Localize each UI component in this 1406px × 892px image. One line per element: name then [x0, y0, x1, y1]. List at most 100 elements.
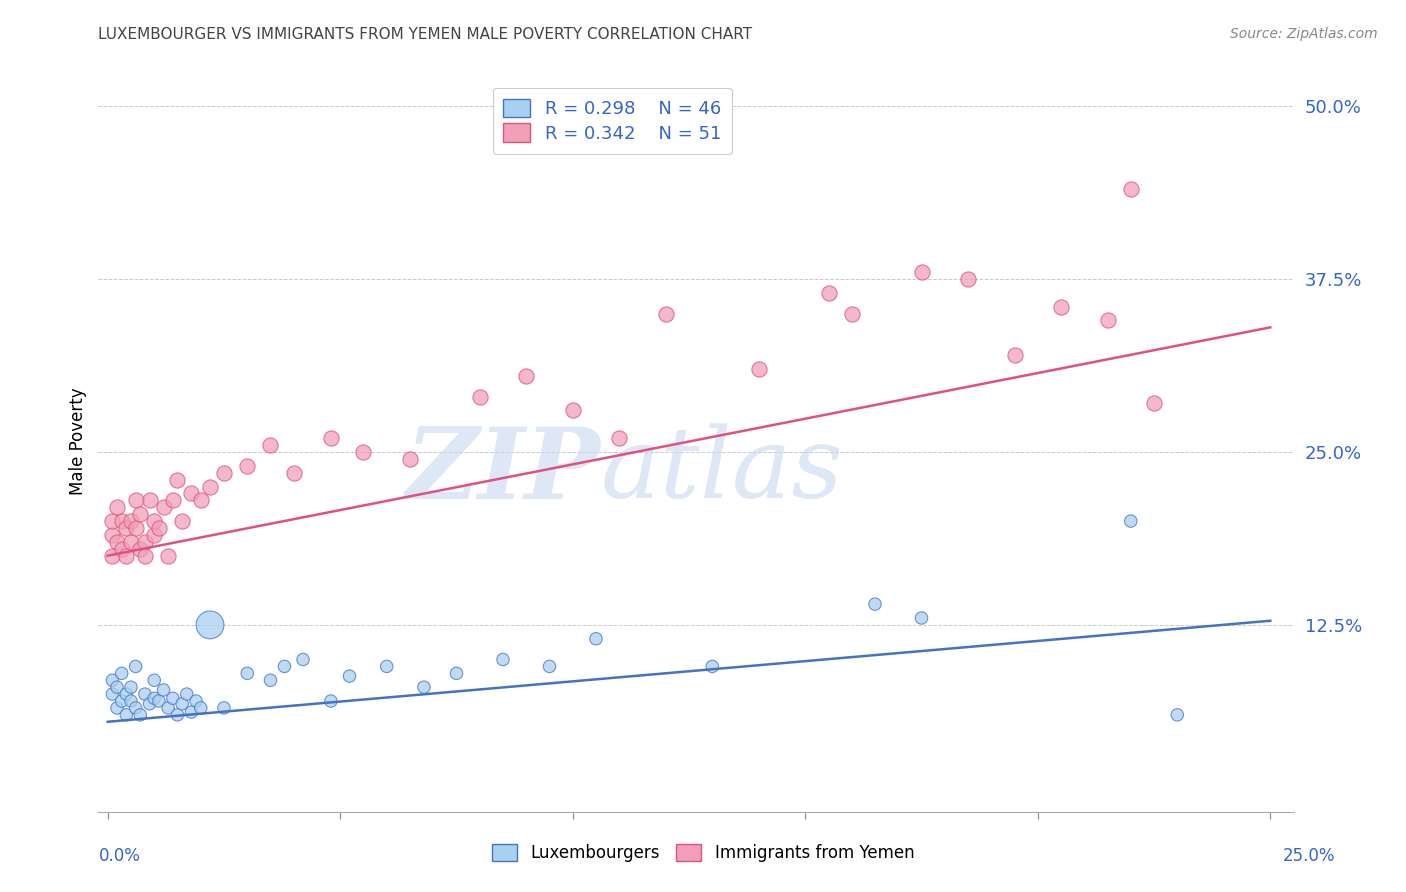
- Point: [1097, 313, 1119, 327]
- Y-axis label: Male Poverty: Male Poverty: [69, 388, 87, 495]
- Point: [124, 521, 146, 535]
- Point: [172, 514, 194, 528]
- Point: [538, 659, 561, 673]
- Point: [101, 673, 124, 688]
- Point: [152, 500, 174, 515]
- Point: [1143, 396, 1166, 410]
- Point: [399, 451, 422, 466]
- Point: [162, 691, 184, 706]
- Point: [273, 659, 295, 673]
- Point: [101, 528, 124, 542]
- Point: [841, 306, 863, 320]
- Point: [176, 687, 198, 701]
- Point: [655, 306, 678, 320]
- Point: [115, 707, 138, 722]
- Point: [157, 549, 180, 563]
- Text: atlas: atlas: [600, 424, 844, 519]
- Point: [190, 493, 212, 508]
- Legend: Luxembourgers, Immigrants from Yemen: Luxembourgers, Immigrants from Yemen: [484, 836, 922, 871]
- Point: [124, 493, 146, 508]
- Legend: R = 0.298    N = 46, R = 0.342    N = 51: R = 0.298 N = 46, R = 0.342 N = 51: [492, 87, 733, 153]
- Point: [180, 705, 202, 719]
- Point: [863, 597, 886, 611]
- Point: [236, 666, 259, 681]
- Point: [468, 390, 491, 404]
- Point: [162, 493, 184, 508]
- Point: [339, 669, 361, 683]
- Point: [607, 431, 630, 445]
- Point: [124, 659, 146, 673]
- Point: [212, 466, 235, 480]
- Point: [353, 445, 375, 459]
- Point: [138, 697, 160, 711]
- Point: [413, 680, 436, 694]
- Point: [817, 285, 839, 300]
- Point: [515, 368, 537, 383]
- Point: [166, 707, 188, 722]
- Point: [143, 514, 166, 528]
- Point: [1050, 300, 1073, 314]
- Point: [184, 694, 207, 708]
- Text: LUXEMBOURGER VS IMMIGRANTS FROM YEMEN MALE POVERTY CORRELATION CHART: LUXEMBOURGER VS IMMIGRANTS FROM YEMEN MA…: [98, 27, 752, 42]
- Point: [111, 514, 134, 528]
- Text: 25.0%: 25.0%: [1284, 847, 1336, 865]
- Point: [585, 632, 607, 646]
- Point: [134, 687, 156, 701]
- Point: [120, 534, 142, 549]
- Point: [105, 701, 128, 715]
- Point: [1119, 182, 1142, 196]
- Point: [143, 673, 166, 688]
- Point: [748, 362, 770, 376]
- Point: [910, 265, 932, 279]
- Point: [129, 541, 152, 556]
- Point: [702, 659, 724, 673]
- Point: [319, 694, 342, 708]
- Point: [157, 701, 180, 715]
- Point: [148, 694, 170, 708]
- Point: [1119, 514, 1142, 528]
- Point: [910, 611, 932, 625]
- Point: [446, 666, 468, 681]
- Point: [143, 528, 166, 542]
- Point: [180, 486, 202, 500]
- Point: [120, 694, 142, 708]
- Point: [375, 659, 398, 673]
- Point: [198, 479, 221, 493]
- Point: [292, 652, 315, 666]
- Point: [120, 680, 142, 694]
- Point: [115, 521, 138, 535]
- Text: ZIP: ZIP: [405, 423, 600, 519]
- Point: [1166, 707, 1188, 722]
- Point: [101, 514, 124, 528]
- Point: [129, 507, 152, 521]
- Point: [148, 521, 170, 535]
- Point: [259, 438, 281, 452]
- Point: [190, 701, 212, 715]
- Point: [283, 466, 305, 480]
- Point: [120, 514, 142, 528]
- Point: [492, 652, 515, 666]
- Point: [561, 403, 583, 417]
- Text: Source: ZipAtlas.com: Source: ZipAtlas.com: [1230, 27, 1378, 41]
- Point: [134, 549, 156, 563]
- Point: [138, 493, 160, 508]
- Point: [115, 549, 138, 563]
- Point: [152, 682, 174, 697]
- Point: [111, 541, 134, 556]
- Point: [111, 694, 134, 708]
- Point: [319, 431, 342, 445]
- Point: [101, 549, 124, 563]
- Point: [111, 666, 134, 681]
- Point: [259, 673, 281, 688]
- Point: [1004, 348, 1026, 362]
- Point: [172, 697, 194, 711]
- Point: [105, 500, 128, 515]
- Point: [143, 691, 166, 706]
- Point: [212, 701, 235, 715]
- Point: [105, 534, 128, 549]
- Point: [105, 680, 128, 694]
- Point: [134, 534, 156, 549]
- Point: [101, 687, 124, 701]
- Point: [115, 687, 138, 701]
- Point: [198, 618, 221, 632]
